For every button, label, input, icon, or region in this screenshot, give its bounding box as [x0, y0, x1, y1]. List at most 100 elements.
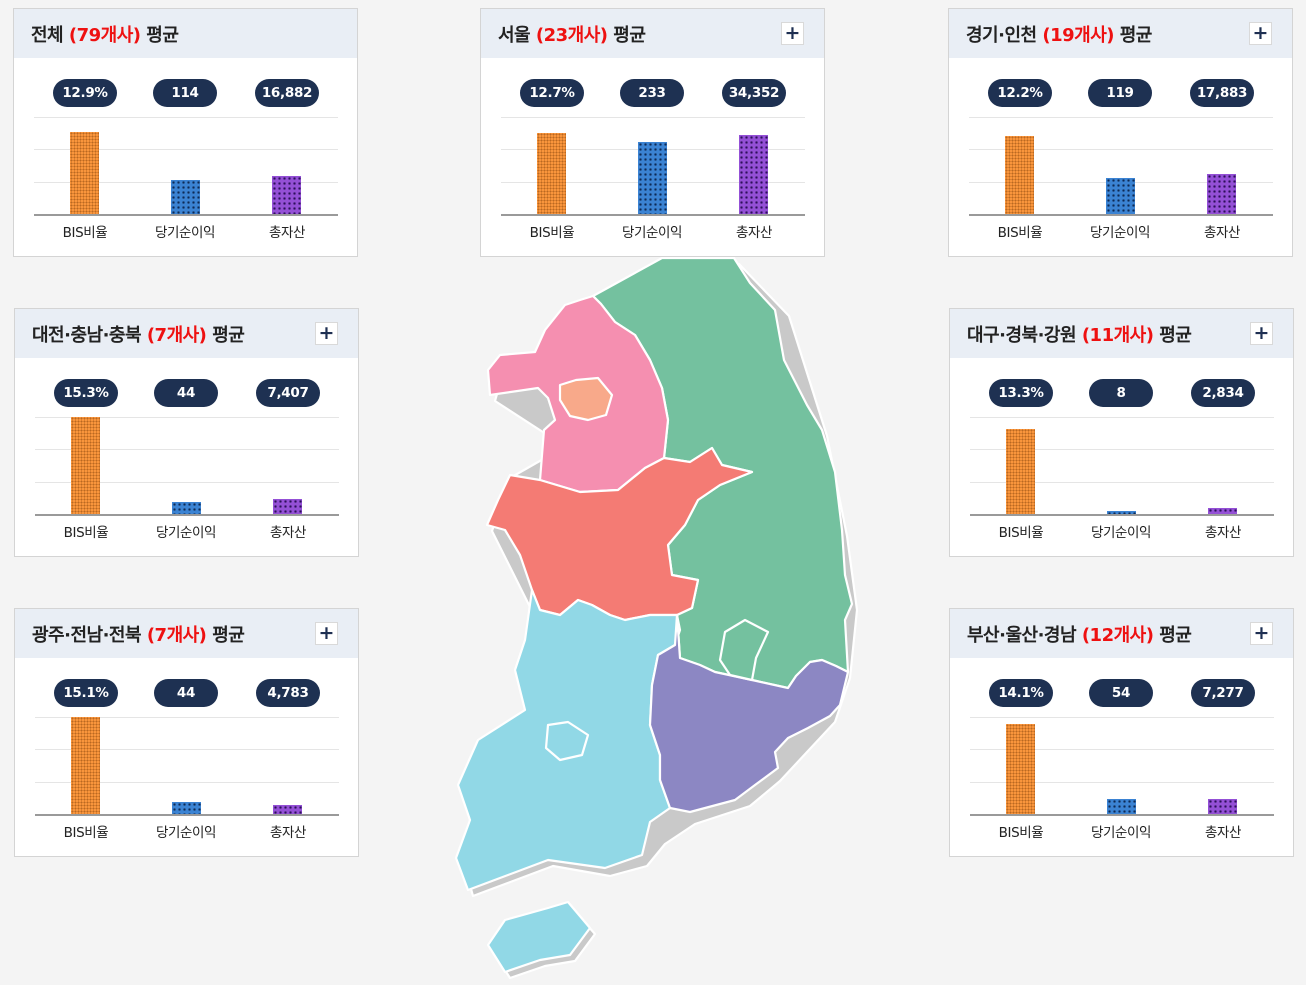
bis-ratio-badge: 15.3%	[54, 379, 118, 407]
bar-chart	[501, 117, 805, 216]
bar-total-assets	[739, 135, 768, 214]
bar-total-assets	[273, 499, 302, 514]
category-label: 총자산	[735, 225, 773, 241]
panel-title: 대전·충남·충북 (7개사) 평균	[32, 324, 245, 346]
bar-bis	[1006, 724, 1035, 814]
category-label: BIS비율	[997, 225, 1043, 241]
bis-ratio-badge: 13.3%	[989, 379, 1053, 407]
bar-net-income	[638, 142, 667, 214]
total-assets-badge: 17,883	[1190, 79, 1254, 107]
total-assets-badge: 2,834	[1191, 379, 1255, 407]
net-income-badge: 119	[1088, 79, 1152, 107]
category-label: 총자산	[1204, 525, 1242, 541]
panel-title: 광주·전남·전북 (7개사) 평균	[32, 624, 245, 646]
panel-header: 경기·인천 (19개사) 평균 +	[949, 9, 1292, 58]
expand-plus-button[interactable]: +	[1250, 322, 1273, 345]
panel-header: 광주·전남·전북 (7개사) 평균 +	[15, 609, 358, 658]
region-honam-island	[486, 900, 592, 974]
region-daegu	[718, 618, 770, 682]
panel-header: 대구·경북·강원 (11개사) 평균 +	[950, 309, 1293, 358]
category-label: 총자산	[269, 525, 307, 541]
category-label: 당기순이익	[155, 825, 217, 841]
bar-net-income	[1107, 511, 1136, 514]
panel-title: 전체 (79개사) 평균	[31, 24, 179, 46]
total-assets-badge: 7,407	[256, 379, 320, 407]
bar-chart	[970, 417, 1274, 516]
bar-net-income	[1107, 799, 1136, 814]
bar-total-assets	[1208, 799, 1237, 814]
net-income-badge: 54	[1089, 679, 1153, 707]
category-label: 당기순이익	[1090, 825, 1152, 841]
bar-chart	[970, 717, 1274, 816]
bar-net-income	[1106, 178, 1135, 214]
total-assets-badge: 16,882	[255, 79, 319, 107]
category-label: BIS비율	[63, 825, 109, 841]
bar-total-assets	[272, 176, 301, 214]
bar-net-income	[172, 502, 201, 514]
expand-plus-button[interactable]: +	[1250, 622, 1273, 645]
panel-title: 서울 (23개사) 평균	[498, 24, 646, 46]
category-label: 총자산	[269, 825, 307, 841]
panel-header: 부산·울산·경남 (12개사) 평균 +	[950, 609, 1293, 658]
category-label: 총자산	[1204, 825, 1242, 841]
net-income-badge: 44	[154, 379, 218, 407]
category-label: BIS비율	[62, 225, 108, 241]
category-label: 당기순이익	[621, 225, 683, 241]
category-label: BIS비율	[529, 225, 575, 241]
bis-ratio-badge: 12.2%	[988, 79, 1052, 107]
bar-total-assets	[273, 805, 302, 814]
category-label: BIS비율	[63, 525, 109, 541]
category-label: 총자산	[268, 225, 306, 241]
region-busan-gyeongnam	[648, 613, 850, 814]
region-chungcheong	[485, 446, 754, 622]
panel-title: 대구·경북·강원 (11개사) 평균	[967, 324, 1192, 346]
panel-title: 부산·울산·경남 (12개사) 평균	[967, 624, 1192, 646]
bar-bis	[537, 133, 566, 214]
net-income-badge: 114	[153, 79, 217, 107]
category-label: BIS비율	[998, 825, 1044, 841]
panel-busan-ulsan-gyeongnam: 부산·울산·경남 (12개사) 평균 + 14.1% 54 7,277 BIS비…	[949, 608, 1294, 857]
panel-gyeonggi-incheon: 경기·인천 (19개사) 평균 + 12.2% 119 17,883 BIS비율…	[948, 8, 1293, 257]
total-assets-badge: 7,277	[1191, 679, 1255, 707]
panel-daegu-gyeongbuk-gangwon: 대구·경북·강원 (11개사) 평균 + 13.3% 8 2,834 BIS비율…	[949, 308, 1294, 557]
bar-total-assets	[1208, 508, 1237, 514]
expand-plus-button[interactable]: +	[781, 22, 804, 45]
net-income-badge: 44	[154, 679, 218, 707]
region-gwangju	[544, 720, 590, 762]
bar-net-income	[171, 180, 200, 214]
bar-net-income	[172, 802, 201, 814]
bar-bis	[70, 132, 99, 214]
region-seoul	[558, 376, 614, 422]
category-label: 당기순이익	[1089, 225, 1151, 241]
net-income-badge: 233	[620, 79, 684, 107]
bar-chart	[969, 117, 1273, 216]
category-label: BIS비율	[998, 525, 1044, 541]
bar-bis	[71, 417, 100, 514]
panel-title: 경기·인천 (19개사) 평균	[966, 24, 1152, 46]
bar-chart	[34, 117, 338, 216]
panel-header: 서울 (23개사) 평균 +	[481, 9, 824, 58]
bar-chart	[35, 717, 339, 816]
panel-gwangju-jeonnam-jeonbuk: 광주·전남·전북 (7개사) 평균 + 15.1% 44 4,783 BIS비율…	[14, 608, 359, 857]
panel-seoul: 서울 (23개사) 평균 + 12.7% 233 34,352 BIS비율 당기…	[480, 8, 825, 257]
category-label: 당기순이익	[155, 525, 217, 541]
bar-bis	[1005, 136, 1034, 214]
bis-ratio-badge: 12.9%	[53, 79, 117, 107]
panel-total: 전체 (79개사) 평균 12.9% 114 16,882 BIS비율 당기순이…	[13, 8, 358, 257]
bar-bis	[1006, 429, 1035, 514]
bar-bis	[71, 717, 100, 814]
bis-ratio-badge: 15.1%	[54, 679, 118, 707]
panel-daejeon-chungnam-chungbuk: 대전·충남·충북 (7개사) 평균 + 15.3% 44 7,407 BIS비율…	[14, 308, 359, 557]
bis-ratio-badge: 14.1%	[989, 679, 1053, 707]
panel-header: 대전·충남·충북 (7개사) 평균 +	[15, 309, 358, 358]
total-assets-badge: 4,783	[256, 679, 320, 707]
panel-header: 전체 (79개사) 평균	[14, 9, 357, 58]
expand-plus-button[interactable]: +	[315, 622, 338, 645]
net-income-badge: 8	[1089, 379, 1153, 407]
bar-total-assets	[1207, 174, 1236, 214]
bar-chart	[35, 417, 339, 516]
expand-plus-button[interactable]: +	[315, 322, 338, 345]
expand-plus-button[interactable]: +	[1249, 22, 1272, 45]
total-assets-badge: 34,352	[722, 79, 786, 107]
